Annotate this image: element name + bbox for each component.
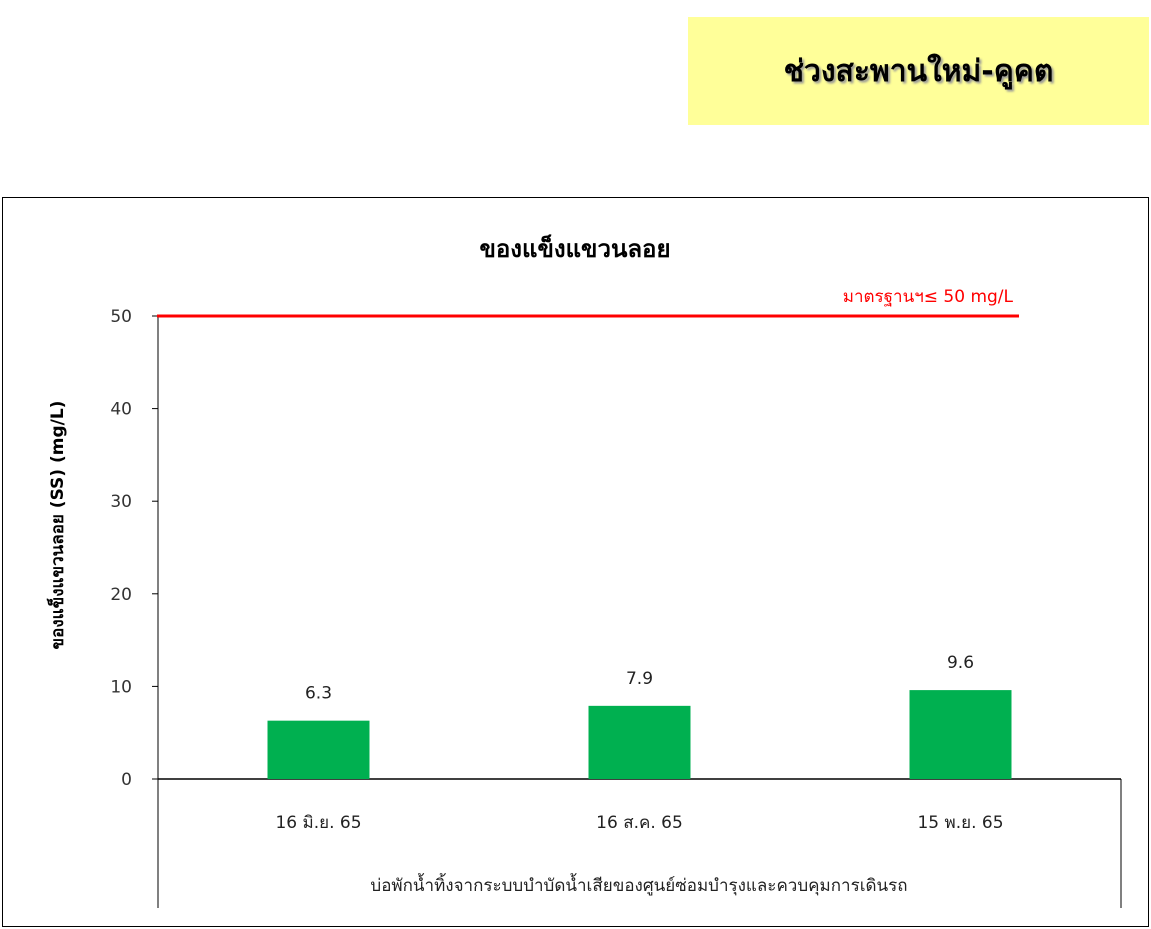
x-tick-label: 16 มิ.ย. 65 — [275, 813, 361, 833]
x-tick-label: 15 พ.ย. 65 — [917, 813, 1003, 833]
y-tick-label: 20 — [110, 585, 132, 605]
bar — [909, 690, 1012, 779]
y-tick-label: 10 — [110, 677, 132, 697]
y-axis-label: ของแข็งแขวนลอย (SS) (mg/L) — [45, 401, 68, 650]
x-axis-label: บ่อพักน้ำทิ้งจากระบบบำบัดน้ำเสียของศูนย์… — [370, 873, 907, 896]
chart-frame — [2, 197, 1149, 927]
y-tick-label: 50 — [110, 307, 132, 327]
banner-title: ช่วงสะพานใหม่-คูคต — [783, 53, 1054, 89]
bar — [267, 720, 370, 779]
bar — [588, 705, 691, 779]
y-tick-label: 0 — [121, 770, 132, 790]
data-label: 7.9 — [626, 669, 653, 689]
data-label: 9.6 — [947, 653, 974, 673]
reference-line-label: มาตรฐานฯ≤ 50 mg/L — [843, 287, 1014, 307]
section-banner: ช่วงสะพานใหม่-คูคต — [688, 17, 1149, 125]
chart-title: ของแข็งแขวนลอย — [479, 234, 670, 263]
x-tick-label: 16 ส.ค. 65 — [596, 813, 683, 833]
y-tick-label: 40 — [110, 400, 132, 420]
data-label: 6.3 — [305, 684, 332, 704]
y-tick-label: 30 — [110, 492, 132, 512]
